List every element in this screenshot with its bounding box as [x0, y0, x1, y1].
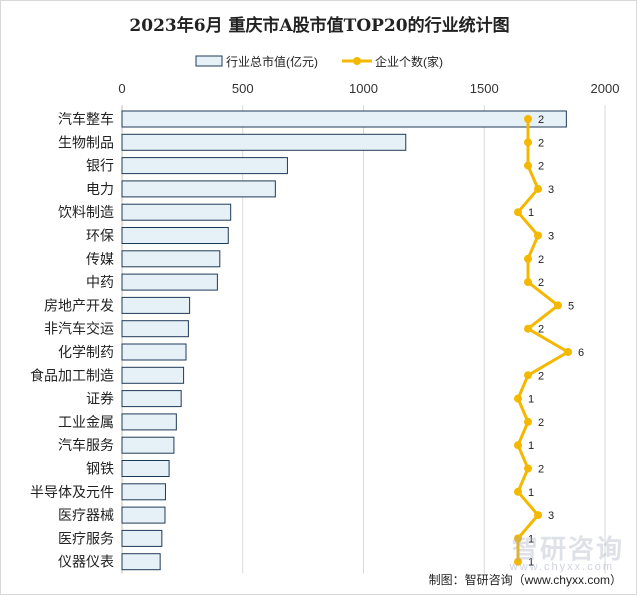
bar: [121, 413, 177, 431]
x-tick-label: 1500: [470, 81, 499, 96]
category-label: 医疗器械: [58, 507, 114, 523]
legend-line-marker: [353, 57, 361, 65]
category-label: 汽车整车: [58, 111, 114, 127]
legend-line-label: 企业个数(家): [375, 54, 443, 69]
line-point: [534, 231, 542, 240]
line-point: [514, 487, 522, 496]
bar: [121, 250, 221, 268]
category-label: 半导体及元件: [30, 484, 114, 500]
chart-title: 2023年6月 重庆市A股市值TOP20的行业统计图: [129, 16, 510, 36]
line-point: [514, 557, 522, 566]
bar: [121, 110, 567, 128]
x-tick-label: 1000: [349, 81, 378, 96]
line-point: [514, 208, 522, 217]
data-label: 2: [538, 114, 544, 126]
bar: [121, 390, 182, 408]
line-point: [554, 301, 562, 310]
x-tick-label: 0: [118, 81, 125, 96]
data-label: 2: [538, 324, 544, 336]
line-point: [524, 324, 532, 333]
category-label: 房地产开发: [44, 297, 114, 313]
category-label: 饮料制造: [58, 204, 114, 220]
category-label: 医疗服务: [58, 530, 114, 546]
source-note: 制图：智研咨询（www.chyxx.com）: [428, 573, 622, 587]
data-label: 2: [538, 417, 544, 429]
bar: [121, 133, 407, 151]
category-label: 化学制药: [58, 344, 114, 360]
bar: [121, 180, 276, 198]
data-label: 1: [528, 207, 534, 219]
line-point: [524, 254, 532, 263]
line-point: [524, 371, 532, 380]
data-label: 1: [528, 440, 534, 452]
data-label: 2: [538, 464, 544, 476]
data-label: 5: [568, 300, 574, 312]
data-label: 3: [548, 231, 554, 243]
category-label: 工业金属: [58, 414, 114, 430]
data-label: 3: [548, 510, 554, 522]
category-label: 汽车服务: [58, 437, 114, 453]
bar: [121, 343, 187, 361]
x-tick-label: 500: [232, 81, 254, 96]
data-label: 6: [578, 347, 584, 359]
line-point: [524, 115, 532, 123]
line-point: [514, 534, 522, 543]
bar: [121, 460, 170, 477]
line-point: [524, 417, 532, 426]
bar: [121, 366, 185, 384]
legend-bar-swatch: [195, 55, 223, 67]
line-point: [514, 441, 522, 450]
category-label: 生物制品: [58, 134, 114, 150]
line-point: [524, 464, 532, 473]
data-label: 3: [548, 184, 554, 196]
bar: [121, 529, 163, 547]
watermark-logo: 智研咨询: [511, 534, 624, 564]
line-point: [534, 511, 542, 520]
line-point: [524, 278, 532, 287]
bar: [121, 436, 175, 454]
line-point: [534, 184, 542, 193]
category-label: 仪器仪表: [58, 554, 114, 570]
category-label: 中药: [86, 274, 114, 290]
bar: [121, 273, 218, 291]
data-label: 2: [538, 277, 544, 289]
category-label: 证券: [86, 391, 114, 407]
line-point: [514, 394, 522, 403]
category-label: 钢铁: [86, 461, 114, 477]
category-label: 食品加工制造: [30, 367, 114, 383]
category-label: 环保: [86, 228, 114, 244]
line-point: [524, 161, 532, 170]
x-tick-label: 2000: [591, 81, 620, 96]
category-label: 电力: [86, 181, 114, 197]
watermark-url: www.chyxx.com: [509, 561, 614, 573]
line-point: [524, 138, 532, 147]
data-label: 1: [528, 487, 534, 499]
bar: [121, 320, 189, 338]
data-label: 2: [538, 137, 544, 149]
data-label: 1: [528, 557, 534, 569]
category-label: 非汽车交运: [44, 321, 114, 337]
bar: [121, 203, 232, 221]
bar: [121, 157, 288, 175]
bar: [121, 227, 229, 244]
bar: [121, 506, 166, 524]
bar: [121, 296, 191, 314]
line-series: [516, 119, 570, 562]
legend-bar-label: 行业总市值(亿元): [226, 54, 318, 69]
data-label: 1: [528, 533, 534, 545]
data-label: 2: [538, 161, 544, 173]
data-label: 2: [538, 370, 544, 382]
data-label: 1: [528, 394, 534, 406]
line-point: [564, 348, 572, 356]
bar: [121, 483, 166, 501]
data-label: 2: [538, 254, 544, 266]
bar: [121, 553, 161, 571]
category-label: 传媒: [86, 251, 114, 267]
category-label: 银行: [86, 158, 114, 174]
